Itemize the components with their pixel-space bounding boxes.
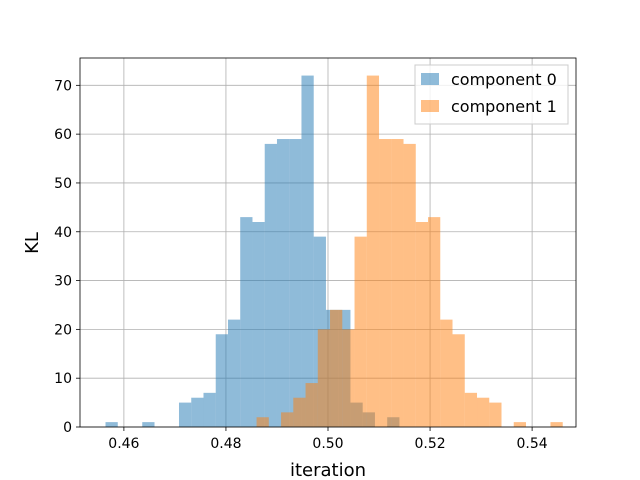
- bar-component-1-bin-0: [256, 417, 269, 427]
- y-tick-label-5: 50: [54, 176, 72, 192]
- bar-component-0-bin-3: [142, 422, 155, 427]
- bar-component-0-bin-0: [105, 422, 118, 427]
- y-tick-label-0: 0: [63, 420, 72, 436]
- bar-component-1-bin-8: [354, 236, 367, 427]
- legend-swatch-component-0: [421, 73, 439, 85]
- x-tick-label-3: 0.52: [414, 436, 445, 452]
- bar-component-1-bin-24: [550, 422, 563, 427]
- bar-component-1-bin-12: [403, 143, 416, 427]
- y-axis-label: KL: [22, 232, 43, 254]
- bar-component-0-bin-14: [276, 139, 290, 427]
- y-tick-label-6: 60: [54, 127, 72, 143]
- legend-box: [414, 64, 569, 125]
- x-tick-label-2: 0.50: [312, 436, 343, 452]
- bar-component-0-bin-13: [264, 143, 277, 427]
- y-tick-label-7: 70: [54, 78, 72, 94]
- legend: component 0 component 1: [414, 64, 569, 125]
- x-tick-label-1: 0.48: [210, 436, 241, 452]
- bar-component-1-bin-3: [293, 397, 306, 427]
- bar-component-0-bin-16: [301, 75, 314, 428]
- bar-component-1-bin-18: [477, 397, 490, 427]
- bar-component-1-bin-11: [391, 139, 404, 427]
- y-tick-label-4: 40: [54, 225, 72, 241]
- legend-label-component-0: component 0: [451, 70, 557, 89]
- bar-component-1-bin-19: [489, 402, 502, 427]
- bar-component-0-bin-12: [252, 222, 265, 427]
- grid-lines: [80, 58, 576, 428]
- bar-component-1-bin-21: [513, 422, 526, 427]
- bar-component-0-bin-10: [227, 319, 241, 427]
- bar-component-1-bin-6: [330, 309, 343, 427]
- bar-component-0-bin-8: [203, 392, 216, 427]
- x-tick-label-4: 0.54: [517, 436, 548, 452]
- bar-component-1-bin-7: [342, 329, 355, 427]
- legend-swatch-component-1: [421, 100, 439, 112]
- bar-component-1-bin-17: [464, 392, 478, 427]
- bar-component-1-bin-16: [452, 334, 465, 427]
- bar-component-1-bin-5: [317, 329, 331, 427]
- y-tick-label-2: 20: [54, 322, 72, 338]
- bar-component-1-bin-2: [281, 412, 294, 427]
- bar-component-1-bin-14: [428, 217, 441, 427]
- legend-label-component-1: component 1: [451, 97, 557, 116]
- bar-component-1-bin-13: [415, 222, 429, 427]
- bar-component-1-bin-15: [440, 319, 453, 427]
- bar-component-1-bin-9: [366, 75, 380, 428]
- bar-component-1-bin-4: [305, 383, 318, 427]
- bar-component-1-bin-10: [379, 139, 392, 427]
- bar-component-0-bin-15: [289, 139, 302, 427]
- x-axis-label: iteration: [290, 460, 366, 480]
- y-tick-label-3: 30: [54, 274, 72, 290]
- axis-ticks: 0.46 0.48 0.50 0.52 0.54 0 10 20 30 40 50 60 70: [54, 78, 548, 452]
- x-tick-label-0: 0.46: [108, 436, 139, 452]
- bar-component-0-bin-9: [215, 334, 228, 427]
- y-tick-label-1: 10: [54, 371, 72, 387]
- bar-component-0-bin-6: [178, 402, 192, 427]
- bar-component-0-bin-7: [191, 397, 204, 427]
- bar-component-0-bin-11: [240, 217, 253, 427]
- histogram-bars: [105, 75, 563, 428]
